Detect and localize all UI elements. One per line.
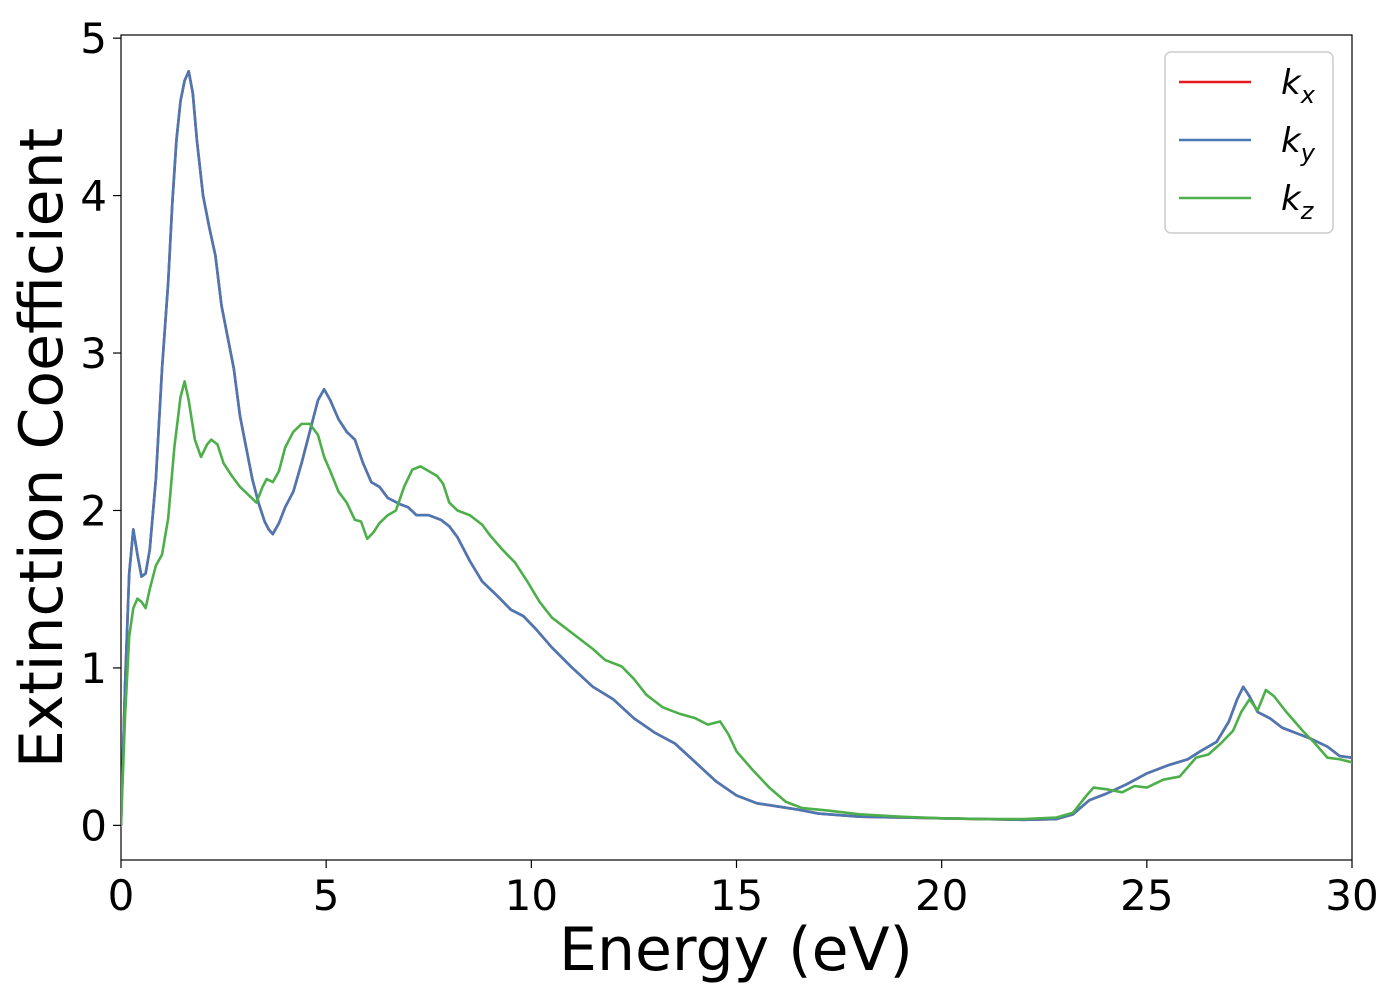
x-tick-label: 10 (505, 871, 558, 920)
legend-box (1164, 51, 1334, 234)
y-tick-label: 5 (80, 14, 107, 63)
legend-label-y: ky (1281, 121, 1316, 167)
y-tick-label: 2 (80, 486, 107, 535)
x-tick-label: 25 (1120, 871, 1173, 920)
series-line-z (121, 380, 1352, 827)
x-tick-label: 0 (108, 871, 135, 920)
x-tick-label: 15 (710, 871, 763, 920)
y-tick-label: 3 (80, 329, 107, 378)
legend-label-base: k (1281, 179, 1302, 219)
y-axis-ticks: 0 1 2 3 4 5 (80, 14, 121, 850)
y-axis-label: Extinction Coefficient (7, 128, 77, 768)
legend-label-base: k (1281, 121, 1302, 161)
series-line-y (121, 69, 1352, 827)
legend-label-z: kz (1281, 179, 1315, 225)
x-tick-label: 30 (1325, 871, 1378, 920)
y-tick-label: 4 (80, 172, 107, 221)
y-tick-label: 1 (80, 644, 107, 693)
legend-label-subscript: y (1300, 139, 1316, 167)
x-axis-label: Energy (eV) (559, 915, 913, 985)
y-tick-label: 0 (80, 801, 107, 850)
legend-label-base: k (1281, 63, 1302, 103)
legend-label-subscript: x (1300, 81, 1316, 109)
legend-label-x: kx (1281, 63, 1316, 109)
series-layer (121, 69, 1352, 827)
x-axis-ticks: 0 5 10 15 20 25 30 (108, 860, 1379, 920)
x-tick-label: 5 (313, 871, 340, 920)
x-tick-label: 20 (915, 871, 968, 920)
legend-label-subscript: z (1300, 197, 1315, 225)
